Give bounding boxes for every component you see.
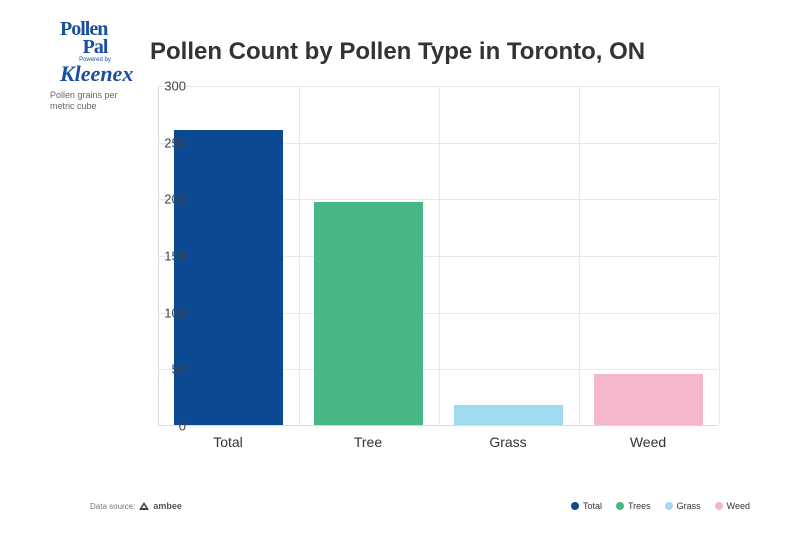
y-tick-label: 150 (156, 249, 186, 264)
legend-swatch (665, 502, 673, 510)
legend-swatch (571, 502, 579, 510)
y-tick-label: 300 (156, 79, 186, 94)
logo-line2: Pal (60, 38, 130, 56)
y-tick-label: 0 (156, 419, 186, 434)
x-tick-label: Grass (489, 434, 526, 450)
bar-slot (299, 86, 439, 425)
datasource-name: ambee (153, 501, 182, 511)
x-tick-label: Weed (630, 434, 666, 450)
bar-tree (314, 202, 423, 425)
datasource: Data source: ambee (90, 501, 182, 511)
logo-brand: Kleenex (60, 64, 130, 84)
x-tick-label: Total (213, 434, 243, 450)
legend-item: Grass (665, 501, 701, 511)
bars-group (159, 86, 718, 425)
footer: Data source: ambee Total Trees Grass Weed (90, 501, 750, 511)
bar-total (174, 130, 283, 425)
bar-weed (594, 374, 703, 425)
chart-area: 050100150200250300 TotalTreeGrassWeed (128, 86, 728, 456)
bar-slot (578, 86, 718, 425)
chart-title: Pollen Count by Pollen Type in Toronto, … (150, 38, 645, 66)
y-tick-label: 50 (156, 362, 186, 377)
legend-label: Grass (677, 501, 701, 511)
legend-item: Total (571, 501, 602, 511)
x-tick-label: Tree (354, 434, 382, 450)
legend-label: Trees (628, 501, 651, 511)
y-tick-label: 250 (156, 135, 186, 150)
legend-item: Weed (715, 501, 750, 511)
y-axis-label: Pollen grains per metric cube (50, 90, 120, 112)
legend: Total Trees Grass Weed (571, 501, 750, 511)
ambee-icon (139, 502, 149, 510)
pollenpal-logo: Pollen Pal Powered by Kleenex (40, 20, 130, 84)
datasource-label: Data source: (90, 502, 135, 511)
bar-grass (454, 405, 563, 425)
bar-slot (439, 86, 579, 425)
legend-label: Total (583, 501, 602, 511)
y-tick-label: 100 (156, 305, 186, 320)
y-tick-label: 200 (156, 192, 186, 207)
plot-area (158, 86, 718, 426)
legend-swatch (715, 502, 723, 510)
legend-item: Trees (616, 501, 651, 511)
legend-label: Weed (727, 501, 750, 511)
legend-swatch (616, 502, 624, 510)
vgridline (719, 86, 720, 425)
chart-container: Pollen Pal Powered by Kleenex Pollen Cou… (0, 0, 800, 533)
header: Pollen Pal Powered by Kleenex Pollen Cou… (40, 20, 760, 84)
